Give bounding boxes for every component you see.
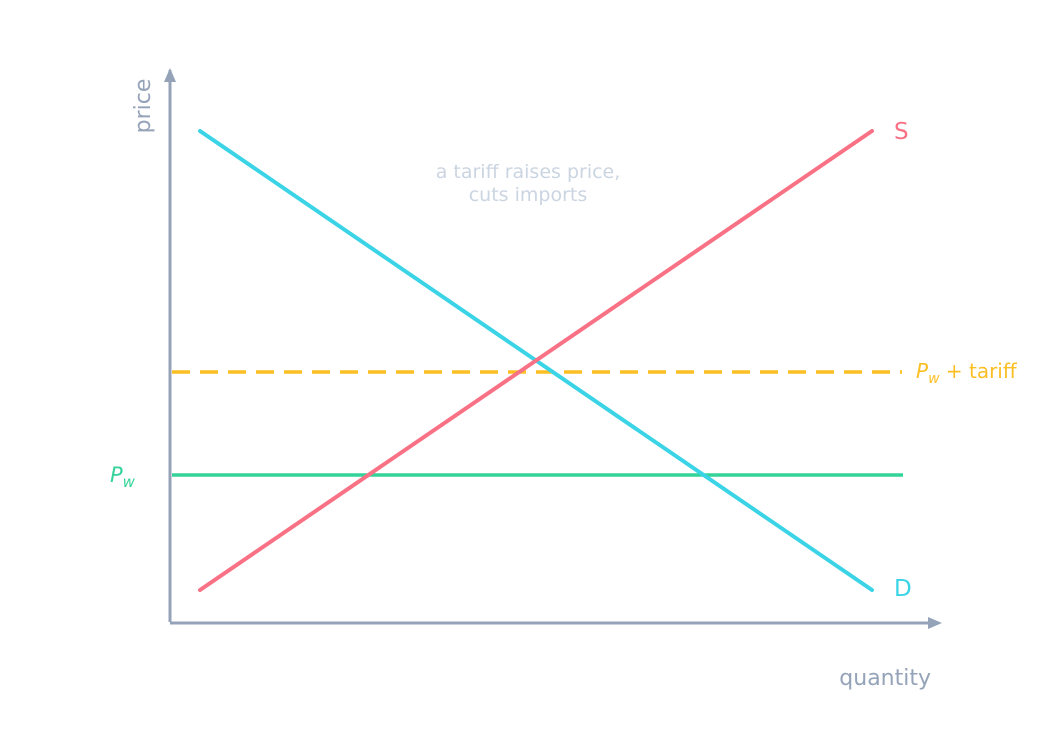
x-axis-label: quantity [839,666,931,691]
demand-label: D [894,576,912,602]
x-axis-arrow [928,617,942,629]
y-axis-label: price [131,79,156,134]
supply-label: S [894,119,909,145]
world-price-label: Pw [110,463,136,491]
annotation-line-1: a tariff raises price, [436,161,621,183]
tariff-price-label: Pw + tariff [916,359,1018,387]
annotation-line-2: cuts imports [469,184,588,206]
supply-curve [198,129,874,592]
y-axis-arrow [164,68,176,82]
